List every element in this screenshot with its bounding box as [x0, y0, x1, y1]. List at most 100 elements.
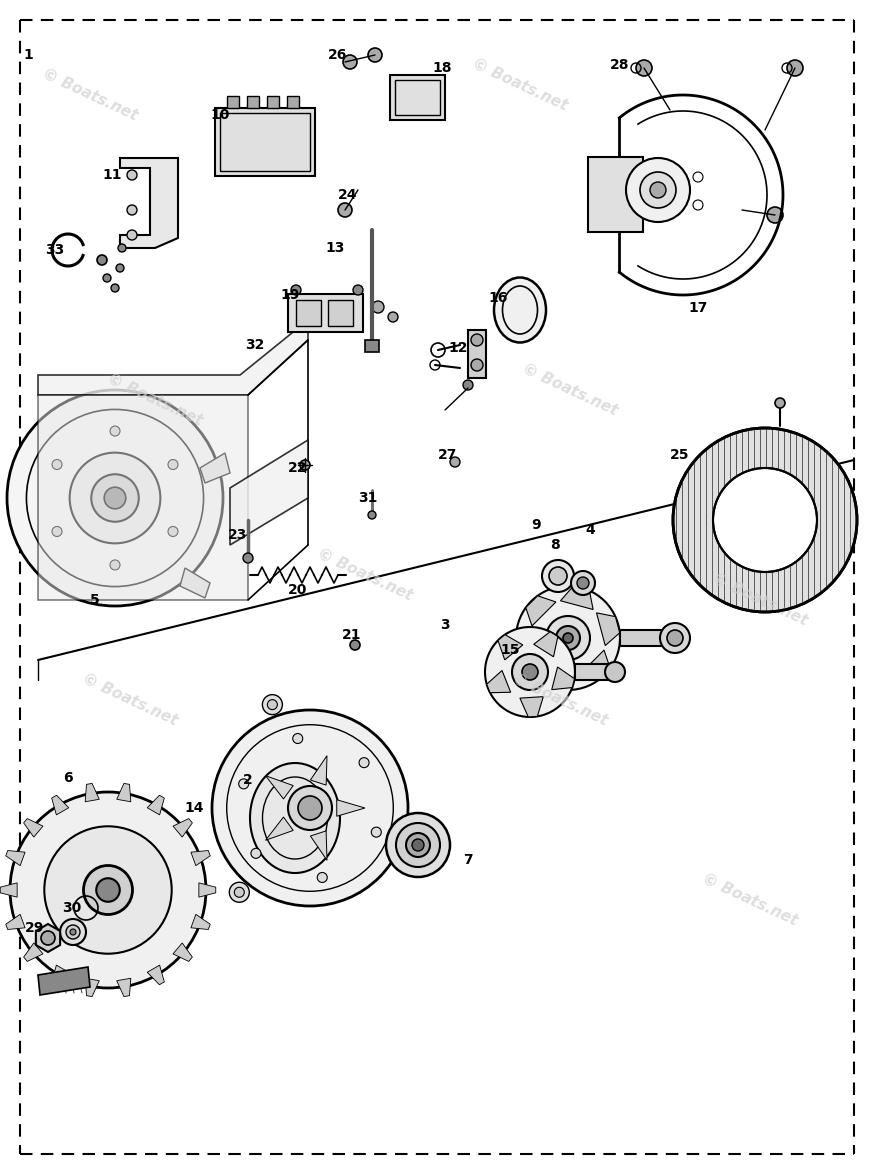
Circle shape — [91, 474, 139, 521]
Polygon shape — [85, 783, 100, 802]
Circle shape — [626, 158, 690, 222]
Polygon shape — [560, 586, 593, 609]
Text: © Boats.net: © Boats.net — [520, 362, 620, 419]
Text: 14: 14 — [184, 801, 204, 815]
Text: 2: 2 — [243, 772, 253, 787]
Circle shape — [396, 823, 440, 868]
Text: 29: 29 — [25, 920, 45, 935]
Circle shape — [52, 526, 62, 537]
Polygon shape — [117, 978, 131, 997]
Bar — [390, 75, 445, 120]
Bar — [588, 157, 643, 232]
Polygon shape — [191, 915, 211, 930]
Polygon shape — [6, 850, 25, 865]
Circle shape — [563, 633, 573, 643]
Polygon shape — [199, 883, 216, 897]
Circle shape — [41, 931, 55, 945]
Circle shape — [408, 817, 428, 837]
Text: 20: 20 — [288, 583, 308, 598]
Circle shape — [239, 778, 249, 789]
Polygon shape — [191, 850, 211, 865]
Polygon shape — [0, 883, 17, 897]
Circle shape — [251, 849, 261, 858]
Polygon shape — [147, 965, 164, 985]
Bar — [287, 96, 299, 108]
Circle shape — [350, 640, 360, 650]
Circle shape — [66, 925, 80, 939]
Text: © Boats.net: © Boats.net — [40, 67, 140, 123]
Circle shape — [110, 560, 120, 569]
Bar — [296, 301, 321, 326]
Circle shape — [212, 710, 408, 906]
Text: 28: 28 — [610, 58, 630, 72]
Polygon shape — [266, 776, 293, 799]
Bar — [575, 664, 615, 680]
Polygon shape — [230, 440, 308, 545]
Text: 24: 24 — [338, 188, 357, 202]
Bar — [468, 330, 486, 378]
Circle shape — [386, 814, 450, 877]
Text: 26: 26 — [329, 48, 348, 62]
Circle shape — [542, 560, 574, 592]
Circle shape — [52, 459, 62, 470]
Text: 6: 6 — [63, 771, 73, 785]
Circle shape — [516, 586, 620, 690]
Circle shape — [10, 792, 206, 989]
Circle shape — [636, 60, 652, 76]
Bar — [328, 301, 353, 326]
Bar — [288, 294, 363, 332]
Text: 5: 5 — [90, 593, 100, 607]
Circle shape — [512, 654, 548, 690]
Circle shape — [388, 312, 398, 322]
Text: 17: 17 — [689, 301, 708, 315]
Polygon shape — [200, 453, 230, 483]
Circle shape — [413, 822, 423, 832]
Text: 22: 22 — [288, 461, 308, 475]
Polygon shape — [117, 783, 131, 802]
Polygon shape — [517, 630, 539, 663]
Text: 18: 18 — [433, 61, 452, 75]
Circle shape — [605, 662, 625, 682]
Circle shape — [471, 359, 483, 371]
Text: © Boats.net: © Boats.net — [315, 546, 415, 603]
Ellipse shape — [250, 763, 340, 873]
Text: 12: 12 — [448, 340, 468, 355]
Circle shape — [343, 55, 357, 69]
Circle shape — [60, 919, 86, 945]
Polygon shape — [38, 321, 308, 394]
Text: 27: 27 — [439, 448, 458, 463]
Circle shape — [546, 616, 590, 660]
Text: 9: 9 — [531, 518, 541, 532]
Polygon shape — [38, 967, 90, 996]
Circle shape — [371, 828, 381, 837]
Circle shape — [243, 553, 253, 564]
Polygon shape — [543, 667, 576, 690]
Polygon shape — [52, 795, 69, 815]
Circle shape — [412, 839, 424, 851]
Polygon shape — [180, 568, 210, 598]
Circle shape — [84, 865, 133, 915]
Text: © Boats.net: © Boats.net — [710, 572, 810, 628]
Circle shape — [262, 695, 282, 715]
Circle shape — [229, 883, 249, 903]
Circle shape — [127, 170, 137, 180]
Text: 4: 4 — [585, 522, 595, 537]
Bar — [247, 96, 259, 108]
Text: © Boats.net: © Boats.net — [80, 672, 180, 729]
Bar — [365, 340, 379, 352]
Circle shape — [673, 429, 857, 612]
Polygon shape — [120, 158, 178, 248]
Polygon shape — [173, 943, 192, 962]
Polygon shape — [6, 915, 25, 930]
Circle shape — [353, 285, 363, 295]
Text: 32: 32 — [246, 338, 265, 352]
Circle shape — [463, 380, 473, 390]
Polygon shape — [266, 817, 293, 841]
Circle shape — [267, 700, 277, 709]
Text: 23: 23 — [228, 528, 247, 542]
Text: 30: 30 — [62, 900, 81, 915]
Circle shape — [450, 457, 460, 467]
Circle shape — [775, 398, 785, 409]
Circle shape — [640, 173, 676, 208]
Bar — [267, 96, 279, 108]
